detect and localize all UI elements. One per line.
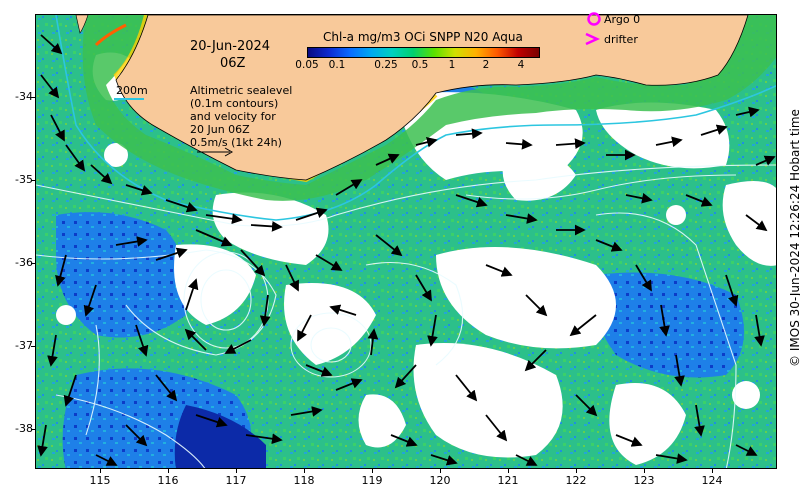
x-tick-label: 122	[561, 474, 591, 487]
x-tick-label: 124	[697, 474, 727, 487]
x-tick-label: 121	[493, 474, 523, 487]
drifter-legend-label: drifter	[604, 33, 638, 46]
y-tick-label: -35	[5, 173, 33, 186]
y-tick-label: -36	[5, 256, 33, 269]
colorbar-title: Chl-a mg/m3 OCi SNPP N20 Aqua	[323, 31, 523, 44]
x-tick-label: 115	[85, 474, 115, 487]
argo-legend-label: Argo 0	[604, 13, 640, 26]
y-tick-label: -34	[5, 90, 33, 103]
annotation-line: Altimetric sealevel	[190, 84, 292, 97]
y-tick-label: -38	[5, 422, 33, 435]
time-label: 06Z	[220, 57, 245, 70]
colorbar-tick: 4	[506, 59, 536, 71]
contour-legend-line	[114, 98, 144, 100]
x-tick-label: 119	[357, 474, 387, 487]
x-tick-label: 123	[629, 474, 659, 487]
x-tick-label: 116	[153, 474, 183, 487]
x-tick-label: 120	[425, 474, 455, 487]
colorbar-tick: 2	[471, 59, 501, 71]
colorbar	[307, 47, 540, 58]
annotation-line: (0.1m contours)	[190, 97, 278, 110]
colorbar-tick: 0.25	[371, 59, 401, 71]
colorbar-tick: 0.1	[322, 59, 352, 71]
map-frame	[35, 14, 777, 469]
y-tick-label: -37	[5, 339, 33, 352]
x-tick-label: 117	[221, 474, 251, 487]
argo-float-icon	[586, 11, 602, 27]
scale-arrow-icon	[196, 146, 236, 158]
colorbar-tick: 0.5	[405, 59, 435, 71]
date-label: 20-Jun-2024	[190, 40, 270, 53]
drifter-icon	[584, 32, 600, 46]
x-tick-label: 118	[289, 474, 319, 487]
colorbar-tick: 1	[437, 59, 467, 71]
annotation-line: and velocity for	[190, 110, 276, 123]
annotation-line: 20 Jun 06Z	[190, 123, 250, 136]
colorbar-tick: 0.05	[292, 59, 322, 71]
contour-legend-label: 200m	[116, 84, 148, 97]
